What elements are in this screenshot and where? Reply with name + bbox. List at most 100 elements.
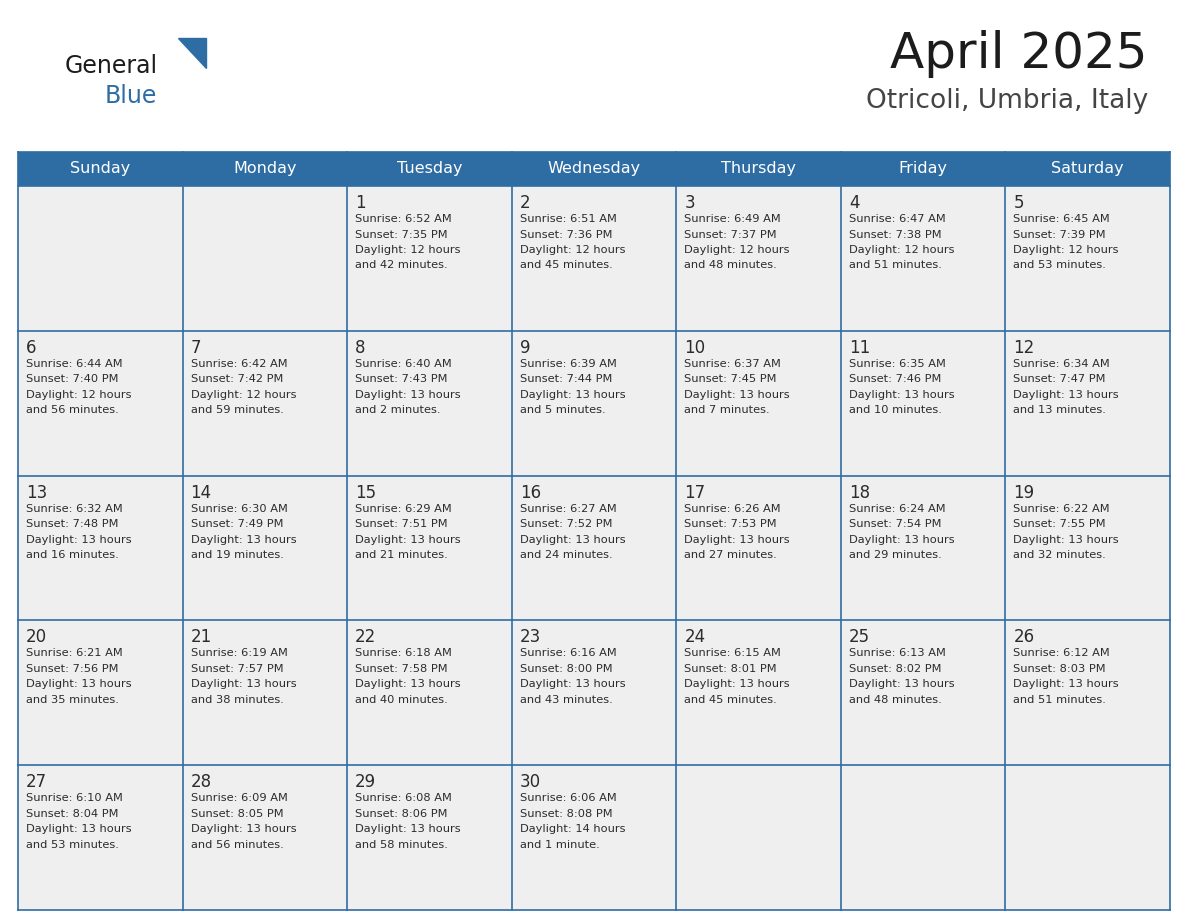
Text: 8: 8 — [355, 339, 366, 357]
Bar — [18, 330, 1170, 476]
Text: Sunrise: 6:12 AM: Sunrise: 6:12 AM — [1013, 648, 1110, 658]
Text: Otricoli, Umbria, Italy: Otricoli, Umbria, Italy — [866, 88, 1148, 114]
Text: 24: 24 — [684, 629, 706, 646]
Text: Sunrise: 6:08 AM: Sunrise: 6:08 AM — [355, 793, 451, 803]
Text: and 45 minutes.: and 45 minutes. — [684, 695, 777, 705]
Text: Sunrise: 6:32 AM: Sunrise: 6:32 AM — [26, 504, 122, 513]
Text: Sunset: 8:04 PM: Sunset: 8:04 PM — [26, 809, 119, 819]
Text: 20: 20 — [26, 629, 48, 646]
Text: 14: 14 — [190, 484, 211, 501]
Text: Daylight: 13 hours: Daylight: 13 hours — [519, 390, 625, 400]
Text: 22: 22 — [355, 629, 377, 646]
Text: Sunset: 8:06 PM: Sunset: 8:06 PM — [355, 809, 448, 819]
Text: Daylight: 13 hours: Daylight: 13 hours — [849, 390, 954, 400]
Text: Sunset: 7:51 PM: Sunset: 7:51 PM — [355, 519, 448, 529]
Text: Daylight: 13 hours: Daylight: 13 hours — [684, 390, 790, 400]
Text: Sunrise: 6:37 AM: Sunrise: 6:37 AM — [684, 359, 782, 369]
Text: 4: 4 — [849, 194, 859, 212]
Text: Daylight: 13 hours: Daylight: 13 hours — [355, 534, 461, 544]
Text: Daylight: 13 hours: Daylight: 13 hours — [190, 679, 296, 689]
Text: Sunrise: 6:19 AM: Sunrise: 6:19 AM — [190, 648, 287, 658]
Text: Sunset: 7:47 PM: Sunset: 7:47 PM — [1013, 375, 1106, 385]
Text: 26: 26 — [1013, 629, 1035, 646]
Text: 16: 16 — [519, 484, 541, 501]
Text: Sunrise: 6:27 AM: Sunrise: 6:27 AM — [519, 504, 617, 513]
Text: Daylight: 13 hours: Daylight: 13 hours — [519, 534, 625, 544]
Text: and 10 minutes.: and 10 minutes. — [849, 406, 942, 415]
Text: Sunrise: 6:16 AM: Sunrise: 6:16 AM — [519, 648, 617, 658]
Text: 30: 30 — [519, 773, 541, 791]
Text: Daylight: 13 hours: Daylight: 13 hours — [26, 534, 132, 544]
Polygon shape — [178, 38, 206, 68]
Text: Daylight: 13 hours: Daylight: 13 hours — [1013, 390, 1119, 400]
Text: Sunrise: 6:15 AM: Sunrise: 6:15 AM — [684, 648, 782, 658]
Text: Sunrise: 6:22 AM: Sunrise: 6:22 AM — [1013, 504, 1110, 513]
Text: and 42 minutes.: and 42 minutes. — [355, 261, 448, 271]
Text: Monday: Monday — [233, 162, 297, 176]
Text: Sunset: 7:49 PM: Sunset: 7:49 PM — [190, 519, 283, 529]
Text: Sunset: 7:56 PM: Sunset: 7:56 PM — [26, 664, 119, 674]
Text: Daylight: 13 hours: Daylight: 13 hours — [355, 824, 461, 834]
Text: Sunrise: 6:10 AM: Sunrise: 6:10 AM — [26, 793, 122, 803]
Text: Sunset: 7:36 PM: Sunset: 7:36 PM — [519, 230, 612, 240]
Text: Friday: Friday — [898, 162, 948, 176]
Text: Blue: Blue — [105, 84, 157, 108]
Text: and 5 minutes.: and 5 minutes. — [519, 406, 606, 415]
Text: Sunset: 7:57 PM: Sunset: 7:57 PM — [190, 664, 283, 674]
Text: Sunrise: 6:47 AM: Sunrise: 6:47 AM — [849, 214, 946, 224]
Text: Sunrise: 6:29 AM: Sunrise: 6:29 AM — [355, 504, 451, 513]
Text: Daylight: 12 hours: Daylight: 12 hours — [519, 245, 625, 255]
Bar — [18, 152, 1170, 186]
Text: Sunrise: 6:18 AM: Sunrise: 6:18 AM — [355, 648, 451, 658]
Text: Sunrise: 6:21 AM: Sunrise: 6:21 AM — [26, 648, 122, 658]
Text: 7: 7 — [190, 339, 201, 357]
Text: 2: 2 — [519, 194, 530, 212]
Text: 28: 28 — [190, 773, 211, 791]
Text: Sunrise: 6:13 AM: Sunrise: 6:13 AM — [849, 648, 946, 658]
Text: Daylight: 13 hours: Daylight: 13 hours — [849, 679, 954, 689]
Text: Sunrise: 6:45 AM: Sunrise: 6:45 AM — [1013, 214, 1110, 224]
Text: Sunset: 7:44 PM: Sunset: 7:44 PM — [519, 375, 612, 385]
Text: General: General — [65, 54, 158, 78]
Text: Sunset: 7:35 PM: Sunset: 7:35 PM — [355, 230, 448, 240]
Text: Sunset: 7:46 PM: Sunset: 7:46 PM — [849, 375, 941, 385]
Text: Sunset: 7:38 PM: Sunset: 7:38 PM — [849, 230, 941, 240]
Text: 9: 9 — [519, 339, 530, 357]
Text: Sunset: 7:39 PM: Sunset: 7:39 PM — [1013, 230, 1106, 240]
Text: 10: 10 — [684, 339, 706, 357]
Text: Daylight: 13 hours: Daylight: 13 hours — [355, 679, 461, 689]
Text: Sunrise: 6:35 AM: Sunrise: 6:35 AM — [849, 359, 946, 369]
Text: and 45 minutes.: and 45 minutes. — [519, 261, 613, 271]
Text: and 24 minutes.: and 24 minutes. — [519, 550, 612, 560]
Text: Daylight: 12 hours: Daylight: 12 hours — [1013, 245, 1119, 255]
Text: and 51 minutes.: and 51 minutes. — [1013, 695, 1106, 705]
Text: Sunset: 7:40 PM: Sunset: 7:40 PM — [26, 375, 119, 385]
Text: Sunset: 8:01 PM: Sunset: 8:01 PM — [684, 664, 777, 674]
Text: Daylight: 13 hours: Daylight: 13 hours — [684, 534, 790, 544]
Text: Daylight: 14 hours: Daylight: 14 hours — [519, 824, 625, 834]
Text: Daylight: 13 hours: Daylight: 13 hours — [190, 534, 296, 544]
Text: and 56 minutes.: and 56 minutes. — [190, 840, 283, 850]
Text: Daylight: 13 hours: Daylight: 13 hours — [1013, 534, 1119, 544]
Text: Thursday: Thursday — [721, 162, 796, 176]
Text: Sunset: 7:53 PM: Sunset: 7:53 PM — [684, 519, 777, 529]
Text: Sunrise: 6:30 AM: Sunrise: 6:30 AM — [190, 504, 287, 513]
Text: Sunrise: 6:39 AM: Sunrise: 6:39 AM — [519, 359, 617, 369]
Text: Sunset: 7:54 PM: Sunset: 7:54 PM — [849, 519, 941, 529]
Text: Daylight: 12 hours: Daylight: 12 hours — [355, 245, 461, 255]
Text: 5: 5 — [1013, 194, 1024, 212]
Text: and 51 minutes.: and 51 minutes. — [849, 261, 942, 271]
Text: 27: 27 — [26, 773, 48, 791]
Text: 13: 13 — [26, 484, 48, 501]
Bar — [18, 186, 1170, 330]
Text: 1: 1 — [355, 194, 366, 212]
Text: Sunset: 7:55 PM: Sunset: 7:55 PM — [1013, 519, 1106, 529]
Text: 6: 6 — [26, 339, 37, 357]
Text: and 48 minutes.: and 48 minutes. — [684, 261, 777, 271]
Text: and 13 minutes.: and 13 minutes. — [1013, 406, 1106, 415]
Text: Sunset: 7:42 PM: Sunset: 7:42 PM — [190, 375, 283, 385]
Text: and 19 minutes.: and 19 minutes. — [190, 550, 284, 560]
Text: Daylight: 13 hours: Daylight: 13 hours — [684, 679, 790, 689]
Text: Daylight: 13 hours: Daylight: 13 hours — [26, 824, 132, 834]
Text: Sunrise: 6:49 AM: Sunrise: 6:49 AM — [684, 214, 781, 224]
